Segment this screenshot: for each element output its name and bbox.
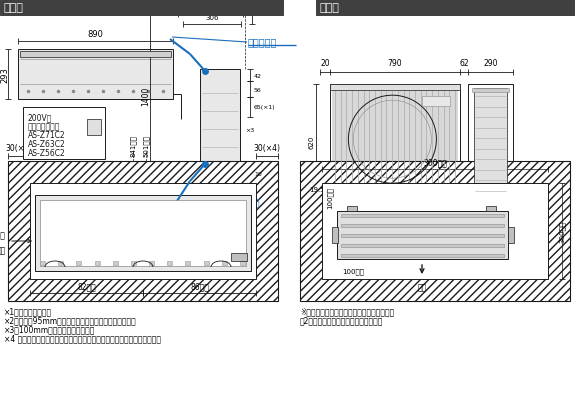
Text: エルバープラグ: エルバープラグ [28,122,60,131]
Bar [341,254,504,257]
Bar [131,261,136,265]
Text: 100(×1): 100(×1) [203,198,228,202]
Text: 308(窓付時): 308(窓付時) [194,4,227,11]
Text: ※効率の良い運転のために、正面・左側面の: ※効率の良い運転のために、正面・左側面の [300,306,394,315]
Text: 可動パネル: 可動パネル [248,37,277,47]
Bar [0,0,83,16]
Bar [40,261,45,265]
Text: 30(×4): 30(×4) [6,144,33,153]
Bar [186,261,190,265]
Text: 風向: 風向 [417,282,427,291]
Text: 2方向をなるべく開放してください。: 2方向をなるべく開放してください。 [300,315,384,324]
Bar [149,261,154,265]
Text: ×4 メンテナンスのため、壁と接する側は上記寸法を確保してください。: ×4 メンテナンスのため、壁と接する側は上記寸法を確保してください。 [4,333,161,342]
Bar [200,70,240,189]
Text: FUJITSU: FUJITSU [427,100,449,105]
Bar [18,50,173,100]
Bar [8,162,278,301]
Text: 20: 20 [320,59,330,68]
Bar [341,234,504,237]
Bar [300,162,570,301]
Text: 790: 790 [388,59,402,68]
Text: 65(×1): 65(×1) [254,105,275,110]
Bar [332,87,458,198]
Bar [468,193,513,200]
Bar [30,184,256,279]
Text: AS-Z63C2: AS-Z63C2 [28,139,66,148]
Bar [486,207,496,211]
Text: 300以上: 300以上 [559,220,565,243]
Bar [316,0,406,16]
Text: 100以上: 100以上 [327,187,334,209]
Text: 82以上: 82以上 [77,281,96,290]
Text: 10: 10 [254,172,262,177]
Text: 室内機: 室内機 [4,3,24,13]
Bar [472,89,509,93]
Text: 200V用: 200V用 [28,113,52,122]
Bar [330,85,460,200]
Text: ×3: ×3 [245,127,254,132]
Text: 風向板: 風向板 [243,196,260,207]
Text: 210(×1): 210(×1) [203,216,229,221]
Text: 室内機: 室内機 [0,230,6,239]
Text: 室外機: 室外機 [320,3,340,13]
Bar [347,207,357,211]
Bar [231,254,247,261]
Text: 290: 290 [483,59,498,68]
Bar [332,227,338,243]
Bar [83,0,283,16]
Bar [337,211,508,259]
Text: 501以上: 501以上 [143,135,150,157]
Text: 300以上: 300以上 [423,157,447,166]
Bar [20,52,171,58]
Text: 125 (×1): 125 (×1) [203,207,231,211]
Bar [468,85,513,200]
Bar [40,200,246,266]
Bar [167,261,172,265]
Bar [508,227,514,243]
Bar [23,108,105,160]
Bar [330,85,460,91]
Text: 31: 31 [256,11,264,16]
Text: 19.5: 19.5 [309,187,325,193]
Text: 293: 293 [1,67,10,83]
Text: 306: 306 [205,15,218,21]
Bar [35,196,251,271]
Text: 56: 56 [254,87,262,92]
Text: 外形: 外形 [0,245,6,254]
Bar [341,214,504,218]
Bar [76,261,82,265]
Text: ×3は100mm以上確保して下さい。: ×3は100mm以上確保して下さい。 [4,324,95,333]
Text: 42: 42 [254,73,262,78]
Bar [322,184,548,279]
Bar [341,245,504,247]
Bar [422,97,450,107]
Text: 100以上: 100以上 [342,268,364,274]
Bar [204,261,209,265]
Text: 62: 62 [459,59,469,68]
Bar [240,261,245,265]
Text: 841以上: 841以上 [130,135,136,157]
Text: ×1は下吹き時の寸法: ×1は下吹き時の寸法 [4,306,52,315]
Text: ×2の寸法ぇ95mm以上の場合には、メンテナンスの為、: ×2の寸法ぇ95mm以上の場合には、メンテナンスの為、 [4,315,137,324]
Bar [406,0,575,16]
Text: 620: 620 [309,135,315,149]
Bar [58,261,63,265]
Bar [341,225,504,227]
Text: AS-Z56C2: AS-Z56C2 [28,148,66,157]
Text: 86以上: 86以上 [190,281,209,290]
Text: 890: 890 [87,30,103,39]
Bar [222,261,227,265]
Bar [330,193,460,200]
Text: 30(×4): 30(×4) [254,144,281,153]
Text: 1400: 1400 [141,86,151,106]
Bar [474,89,507,196]
Bar [113,261,118,265]
Bar [94,261,99,265]
Text: AS-Z71C2: AS-Z71C2 [28,131,66,139]
Text: 380(運転時): 380(運転時) [190,0,222,1]
Bar [87,120,101,136]
